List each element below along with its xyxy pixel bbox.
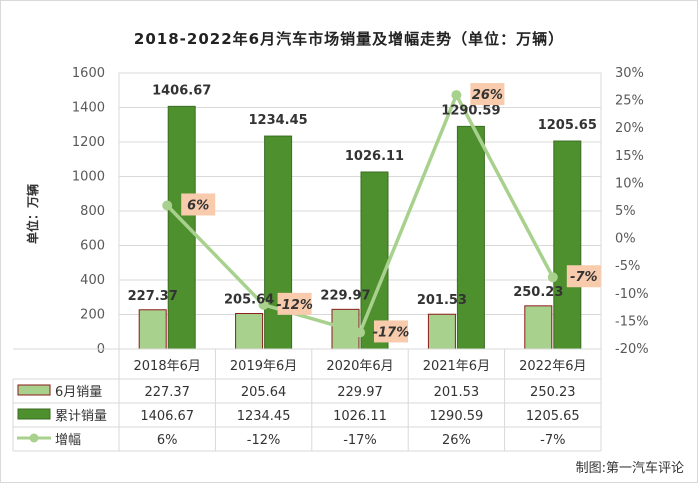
legend-key-growth xyxy=(29,433,39,443)
growth-point xyxy=(162,200,173,211)
bar-monthly-sales xyxy=(138,309,167,350)
table-cell: 1234.45 xyxy=(237,409,291,424)
data-label-cumulative: 1205.65 xyxy=(538,118,597,133)
growth-label-box xyxy=(181,193,216,216)
data-label-monthly: 227.37 xyxy=(128,289,178,304)
growth-label-box xyxy=(277,292,312,315)
bar-monthly-sales xyxy=(427,313,456,350)
table-cell: -17% xyxy=(343,433,377,448)
y2-tick-label: 20% xyxy=(615,121,644,136)
data-label-monthly: 229.97 xyxy=(320,288,370,303)
bar-cumulative-sales xyxy=(264,135,293,350)
data-label-cumulative: 1026.11 xyxy=(345,149,404,164)
growth-label: -7% xyxy=(570,270,597,285)
legend-label: 累计销量 xyxy=(55,409,107,424)
y2-tick-label: 5% xyxy=(615,204,636,219)
y-tick-label: 1400 xyxy=(72,101,105,116)
legend-label: 增幅 xyxy=(55,433,81,448)
table-cell: 1026.11 xyxy=(333,409,387,424)
legend-label: 6月销量 xyxy=(55,385,102,400)
legend-key-monthly xyxy=(17,384,51,396)
growth-point xyxy=(258,299,269,310)
table-cell: 1406.67 xyxy=(140,409,194,424)
bar-cumulative-sales xyxy=(456,125,485,350)
y-tick-label: 1200 xyxy=(72,135,105,150)
y2-tick-label: 15% xyxy=(615,149,644,164)
table-cell: 1290.59 xyxy=(430,409,484,424)
data-label-cumulative: 1290.59 xyxy=(441,103,500,118)
table-cell: 205.64 xyxy=(241,385,287,400)
y-tick-label: 600 xyxy=(80,239,105,254)
source-note: 制图:第一汽车评论 xyxy=(576,460,684,476)
growth-label-box xyxy=(374,320,408,343)
table-cell: 250.23 xyxy=(530,385,576,400)
y2-tick-label: 0% xyxy=(615,232,636,247)
y2-tick-label: 25% xyxy=(615,94,644,109)
data-label-cumulative: 1234.45 xyxy=(248,113,307,128)
growth-label: -12% xyxy=(276,298,313,313)
table-cell: -7% xyxy=(540,433,565,448)
bar-cumulative-sales xyxy=(553,140,582,350)
table-cell: 26% xyxy=(442,433,471,448)
y-tick-label: 1600 xyxy=(72,66,105,81)
growth-label: 6% xyxy=(187,198,209,213)
x-tick-label: 2018年6月 xyxy=(134,359,201,374)
data-label-cumulative: 1406.67 xyxy=(152,83,211,98)
y-tick-label: 1000 xyxy=(72,170,105,185)
y-tick-label: 800 xyxy=(80,204,105,219)
y-axis-title: 单位：万辆 xyxy=(25,184,40,244)
data-label-monthly: 201.53 xyxy=(417,293,467,308)
growth-label-box xyxy=(566,265,601,288)
table-cell: 201.53 xyxy=(434,385,480,400)
growth-label-box xyxy=(470,83,505,106)
growth-label: 26% xyxy=(472,88,503,103)
table-cell: 6% xyxy=(157,433,178,448)
y2-tick-label: -5% xyxy=(615,259,640,274)
chart-title: 2018-2022年6月汽车市场销量及增幅走势（单位：万辆） xyxy=(134,30,564,48)
x-tick-label: 2021年6月 xyxy=(423,359,490,374)
x-tick-label: 2022年6月 xyxy=(519,359,586,374)
y-tick-label: 200 xyxy=(80,308,105,323)
y2-tick-label: -20% xyxy=(615,342,649,357)
bar-monthly-sales xyxy=(524,305,553,350)
data-label-monthly: 205.64 xyxy=(224,293,274,308)
table-cell: 1205.65 xyxy=(526,409,580,424)
growth-point xyxy=(547,272,558,283)
table-cell: 229.97 xyxy=(337,385,383,400)
y2-tick-label: 30% xyxy=(615,66,644,81)
x-tick-label: 2019年6月 xyxy=(230,359,297,374)
legend-key-cumulative xyxy=(17,408,51,420)
data-label-monthly: 250.23 xyxy=(513,285,563,300)
table-cell: 227.37 xyxy=(144,385,190,400)
table-cell: -12% xyxy=(247,433,281,448)
y2-tick-label: -10% xyxy=(615,287,649,302)
y2-tick-label: -15% xyxy=(615,314,649,329)
growth-point xyxy=(451,90,462,101)
y2-tick-label: 10% xyxy=(615,176,644,191)
growth-label: -17% xyxy=(373,325,410,340)
x-tick-label: 2020年6月 xyxy=(326,359,393,374)
growth-point xyxy=(355,327,365,338)
y-tick-label: 400 xyxy=(80,273,105,288)
bar-monthly-sales xyxy=(235,313,264,350)
